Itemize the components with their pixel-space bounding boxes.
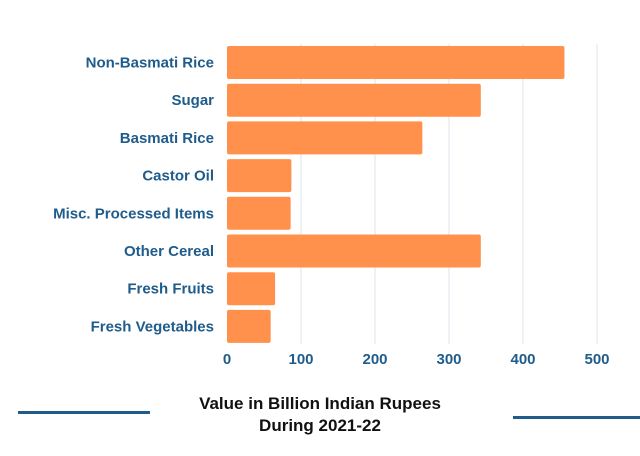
caption-line-2: During 2021-22 [259,416,381,435]
category-label-2: Basmati Rice [120,130,214,147]
bar-6 [227,272,276,306]
category-label-5: Other Cereal [124,243,214,260]
bar-7 [227,309,271,343]
left-decorative-line [18,411,150,414]
x-tick-label-500: 500 [584,351,609,368]
caption-line-1: Value in Billion Indian Rupees [199,394,441,413]
bar-4 [227,196,291,230]
right-decorative-line [513,416,640,419]
category-label-7: Fresh Vegetables [91,318,214,335]
x-tick-label-0: 0 [223,351,231,368]
bar-1 [227,83,481,117]
x-tick-label-400: 400 [510,351,535,368]
x-tick-label-100: 100 [288,351,313,368]
category-label-3: Castor Oil [142,168,214,185]
bar-2 [227,121,423,155]
x-tick-label-300: 300 [436,351,461,368]
chart-caption: Value in Billion Indian Rupees During 20… [150,393,490,437]
category-label-4: Misc. Processed Items [53,205,214,222]
bar-5 [227,234,481,268]
bar-3 [227,159,292,193]
bar-chart-svg: Non-Basmati Rice Sugar Basmati Rice Castor … [53,44,610,368]
category-label-0: Non-Basmati Rice [86,55,214,72]
category-label-1: Sugar [171,92,214,109]
x-tick-label-200: 200 [362,351,387,368]
category-label-6: Fresh Fruits [127,281,214,298]
bar-0 [227,46,565,79]
